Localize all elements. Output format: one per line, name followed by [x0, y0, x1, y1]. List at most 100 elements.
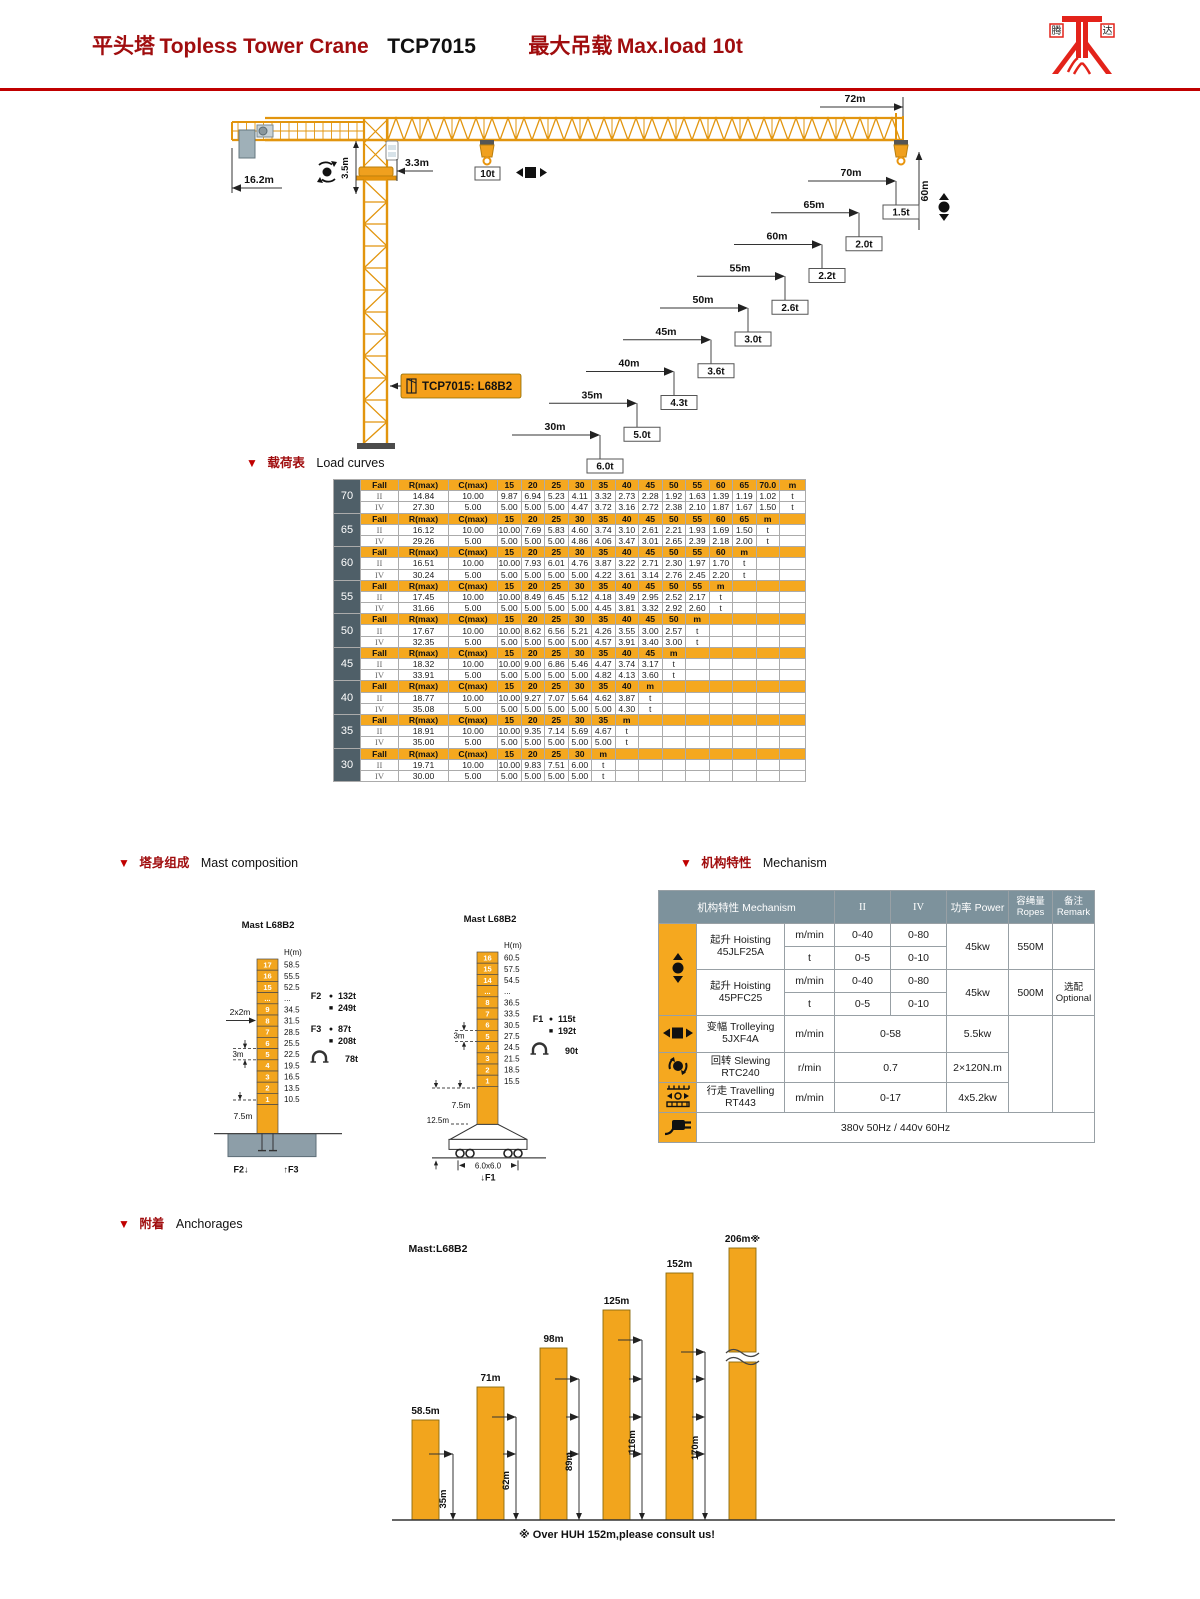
lc-cmax: 5.00 [448, 602, 498, 615]
arrowhead [576, 1513, 582, 1520]
lc-header-radius: 25 [544, 579, 569, 592]
lc-empty [779, 769, 806, 783]
lc-empty [685, 702, 710, 715]
lc-header-radius: 15 [497, 579, 522, 592]
lc-empty [732, 725, 757, 738]
load-box [808, 268, 846, 283]
lc-value: 2.21 [661, 523, 686, 536]
lc-value: 6.45 [544, 590, 569, 604]
lc-unit: t [591, 758, 616, 771]
lc-value: 5.00 [520, 669, 545, 682]
lc-value: 7.93 [520, 557, 545, 570]
mech-cell: 0-10 [890, 946, 947, 970]
lc-value: 5.21 [567, 624, 592, 637]
lc-header-radius: 45 [638, 512, 663, 525]
lc-header-empty [755, 646, 780, 660]
lc-empty [755, 691, 780, 704]
mech-cell: 45kw [946, 969, 1009, 1016]
lc-header-radius: 45 [638, 478, 663, 492]
lc-fall: II [360, 725, 399, 738]
lc-rmax: 18.32 [398, 657, 449, 671]
radius-label: 55m [729, 262, 750, 274]
lc-header-radius: 65 [732, 478, 757, 492]
arrowhead [633, 1450, 642, 1458]
lc-value: 3.00 [638, 624, 663, 637]
load-label: 2.0t [855, 239, 873, 250]
mech-cell: 0-40 [834, 969, 891, 993]
lc-value: 1.67 [732, 501, 757, 514]
lc-value: 4.11 [567, 490, 592, 503]
foundation-block [227, 1133, 317, 1158]
lc-header: Fall [360, 613, 399, 626]
lc-value: 3.01 [638, 534, 663, 548]
arrowhead [570, 1413, 579, 1421]
lc-value: 5.00 [591, 736, 616, 749]
lc-value: 2.30 [661, 557, 686, 570]
lc-header-radius: 30 [567, 546, 592, 559]
tower-base [357, 443, 395, 449]
radius-label: 45m [655, 326, 676, 338]
lc-header-empty [732, 713, 757, 727]
lc-empty [708, 635, 733, 648]
lc-header-empty [708, 713, 733, 727]
f2-label: F2 [311, 991, 322, 1001]
mech-remark-optional: 选配 Optional [1052, 969, 1095, 1016]
lc-header-radius: 20 [520, 512, 545, 525]
load-box [623, 426, 661, 442]
arrowhead [353, 187, 359, 194]
segment-number: 2 [265, 1084, 269, 1093]
lc-header-radius: 35 [591, 646, 616, 660]
arrowhead [894, 103, 903, 111]
lc-fall: IV [360, 568, 399, 581]
anchorage-bar-125m: 125m 89m [555, 1296, 631, 1521]
bar-height-label: 71m [480, 1373, 500, 1384]
page-header: 平头塔 Topless Tower Crane TCP7015 最大吊载 Max… [92, 30, 743, 60]
lc-value: 5.00 [567, 736, 592, 749]
lc-value: 2.95 [638, 590, 663, 604]
model-number: TCP7015 [387, 35, 476, 58]
lc-header-radius: 40 [614, 478, 639, 492]
lc-header-empty [685, 680, 710, 693]
f3-square-load: 208t [338, 1036, 356, 1046]
lc-empty [732, 758, 757, 771]
segment-number: 4 [265, 1061, 270, 1070]
segment-height: 60.5 [504, 954, 520, 963]
radius-label: 70m [840, 167, 861, 179]
lc-header-empty [779, 646, 806, 660]
lc-header-empty [661, 713, 686, 727]
lc-header-radius: 50 [661, 613, 686, 626]
lc-empty [755, 568, 780, 581]
lc-empty [708, 691, 733, 704]
lc-rmax: 27.30 [398, 501, 449, 514]
mech-cell: 0-80 [890, 923, 947, 947]
segment-height: 10.5 [284, 1095, 300, 1104]
lc-value: 5.00 [591, 702, 616, 715]
mech-cell: t [784, 992, 835, 1016]
lc-value: 3.72 [591, 501, 616, 514]
slewing-icon [331, 161, 337, 167]
lc-value: 4.60 [567, 523, 592, 536]
turntable [358, 166, 394, 177]
lc-value: 3.47 [614, 534, 639, 548]
lc-header-radius: 35 [591, 478, 616, 492]
bar [411, 1419, 440, 1521]
mech-cell: t [784, 946, 835, 970]
section-anchorages: ▼ 附着 Anchorages [118, 1213, 243, 1232]
lc-empty [661, 691, 686, 704]
lc-header-radius: 15 [497, 680, 522, 693]
lc-empty [661, 769, 686, 783]
lc-value: 5.64 [567, 691, 592, 704]
lc-header-radius: 40 [614, 613, 639, 626]
lc-value: 5.00 [497, 568, 522, 581]
lc-cmax: 10.00 [448, 523, 498, 536]
arrowhead [232, 184, 241, 192]
lc-value: 7.07 [544, 691, 569, 704]
section-mast-zh: 塔身组成 [139, 856, 190, 870]
lc-value: 5.00 [497, 501, 522, 514]
track-gauge: 6.0x6.0 [475, 1161, 502, 1170]
lc-value: 5.83 [544, 523, 569, 536]
lc-empty [779, 568, 806, 581]
lc-value: 7.69 [520, 523, 545, 536]
segment-height: 27.5 [504, 1032, 520, 1041]
maxload-zh: 最大吊载 [528, 35, 613, 58]
